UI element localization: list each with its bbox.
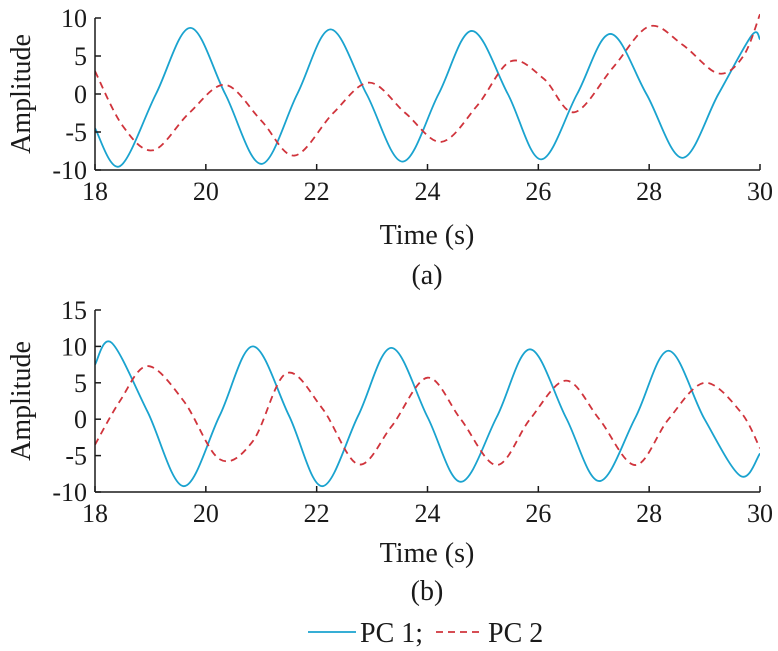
y-tick-label-b: 5	[74, 369, 87, 398]
y-tick-label-a: 5	[74, 42, 87, 71]
y-tick-label-a: -10	[52, 156, 87, 185]
y-tick-label-b: 15	[61, 296, 87, 325]
y-tick-label-b: -10	[52, 478, 87, 507]
x-tick-label-a: 22	[304, 177, 330, 206]
x-tick-label-b: 24	[415, 499, 441, 528]
x-tick-label-b: 22	[304, 499, 330, 528]
legend-label-pc2: PC 2	[488, 618, 543, 649]
y-tick-label-b: 10	[61, 332, 87, 361]
x-tick-label-a: 24	[415, 177, 441, 206]
x-axis-label-a: Time (s)	[380, 220, 475, 251]
x-tick-label-a: 18	[82, 177, 108, 206]
y-tick-label-b: -5	[65, 442, 87, 471]
panel-b: Amplitude Time (s) (b) 18 20 22 24 26 28 30 15 1…	[6, 296, 773, 607]
panel-label-b: (b)	[411, 576, 444, 607]
series-line-pc1-b	[95, 340, 760, 488]
y-tick-label-b: 0	[74, 405, 87, 434]
series-line-pc2-b	[95, 365, 760, 466]
series-line-pc1-a	[95, 26, 760, 168]
x-tick-label-b: 20	[193, 499, 219, 528]
panel-a: Amplitude Time (s) (a) 18 20 22 24 26 28 30 10 5…	[6, 4, 773, 291]
x-tick-label-a: 26	[525, 177, 551, 206]
legend-label-pc1: PC 1;	[360, 618, 423, 649]
x-tick-label-a: 20	[193, 177, 219, 206]
x-axis-label-b: Time (s)	[380, 538, 475, 569]
x-tick-label-b: 28	[636, 499, 662, 528]
y-tick-label-a: 0	[74, 80, 87, 109]
y-axis-label-a: Amplitude	[6, 34, 37, 154]
x-tick-label-a: 30	[747, 177, 773, 206]
x-tick-label-b: 18	[82, 499, 108, 528]
panel-label-a: (a)	[411, 260, 442, 291]
y-tick-label-a: -5	[65, 118, 87, 147]
x-tick-label-a: 28	[636, 177, 662, 206]
y-axis-label-b: Amplitude	[6, 341, 37, 461]
series-line-pc2-a	[95, 13, 760, 157]
x-tick-label-b: 26	[525, 499, 551, 528]
legend: PC 1; PC 2	[308, 618, 543, 649]
x-tick-label-b: 30	[747, 499, 773, 528]
y-tick-label-a: 10	[61, 4, 87, 33]
